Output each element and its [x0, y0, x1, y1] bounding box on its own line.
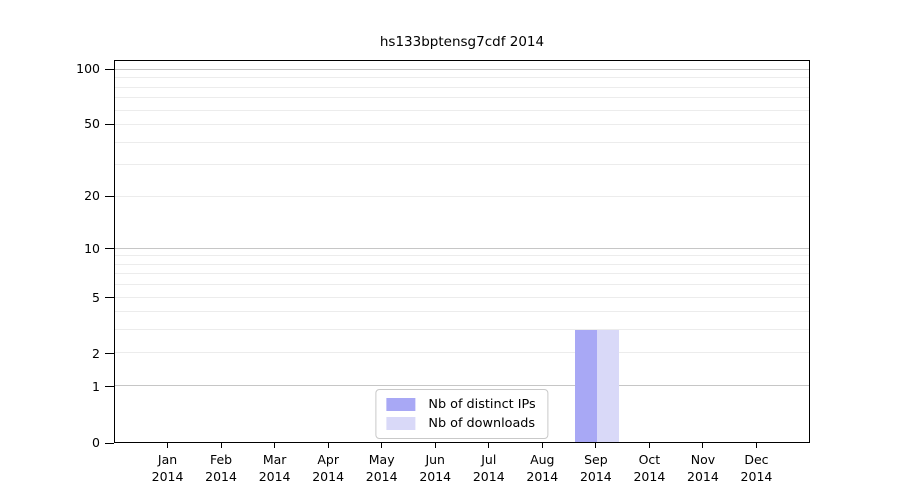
x-tick — [648, 443, 650, 448]
x-tick — [381, 443, 383, 448]
x-tick-label: Sep 2014 — [579, 452, 612, 484]
x-tick — [755, 443, 757, 448]
x-tick — [167, 443, 169, 448]
y-tick-label: 20 — [84, 188, 100, 204]
y-tick-label: 2 — [92, 345, 100, 361]
bar-downloads — [596, 330, 619, 442]
legend: Nb of distinct IPs Nb of downloads — [375, 389, 549, 439]
minor-gridline — [115, 77, 809, 79]
minor-gridline — [115, 352, 809, 354]
y-tick-label: 100 — [76, 61, 100, 77]
y-tick — [105, 353, 114, 355]
minor-gridline — [115, 273, 809, 275]
major-gridline — [115, 69, 809, 71]
x-tick-label: Dec 2014 — [740, 452, 773, 484]
x-tick-label: Oct 2014 — [633, 452, 666, 484]
minor-gridline — [115, 195, 809, 197]
minor-gridline — [115, 164, 809, 166]
minor-gridline — [115, 284, 809, 286]
legend-item: Nb of distinct IPs — [386, 395, 536, 414]
bar-distinct-ips — [574, 330, 597, 442]
y-tick — [105, 68, 114, 70]
minor-gridline — [115, 255, 809, 257]
y-tick — [105, 195, 114, 197]
x-tick — [434, 443, 436, 448]
minor-gridline — [115, 141, 809, 143]
x-tick-label: Apr 2014 — [312, 452, 345, 484]
x-tick — [488, 443, 490, 448]
y-tick — [105, 297, 114, 299]
y-tick — [105, 442, 114, 444]
plot-area: Nb of distinct IPs Nb of downloads — [114, 60, 810, 443]
x-tick-label: Jan 2014 — [151, 452, 184, 484]
x-tick — [327, 443, 329, 448]
y-tick-label: 50 — [84, 116, 100, 132]
y-tick-label: 5 — [92, 289, 100, 305]
x-tick-label: May 2014 — [365, 452, 398, 484]
minor-gridline — [115, 124, 809, 126]
y-tick — [105, 248, 114, 250]
y-tick — [105, 123, 114, 125]
y-tick-label: 10 — [84, 240, 100, 256]
legend-item-label: Nb of distinct IPs — [428, 397, 536, 412]
y-tick-label: 1 — [92, 378, 100, 394]
downloads-swatch — [386, 417, 416, 430]
x-tick-label: Nov 2014 — [687, 452, 719, 484]
minor-gridline — [115, 263, 809, 265]
x-tick — [274, 443, 276, 448]
x-tick — [595, 443, 597, 448]
x-tick-label: Jul 2014 — [472, 452, 505, 484]
minor-gridline — [115, 109, 809, 111]
x-tick — [220, 443, 222, 448]
legend-item: Nb of downloads — [386, 414, 535, 433]
minor-gridline — [115, 97, 809, 99]
x-tick-label: Mar 2014 — [258, 452, 291, 484]
legend-item-label: Nb of downloads — [428, 416, 536, 431]
minor-gridline — [115, 296, 809, 298]
minor-gridline — [115, 311, 809, 313]
x-tick-label: Feb 2014 — [205, 452, 237, 484]
major-gridline — [115, 385, 809, 387]
x-tick-label: Jun 2014 — [419, 452, 452, 484]
y-tick-label: 0 — [92, 435, 100, 450]
distinct-ips-swatch — [386, 398, 416, 411]
chart-title: hs133bptensg7cdf 2014 — [379, 34, 545, 50]
major-gridline — [115, 247, 809, 249]
y-tick — [105, 386, 114, 388]
x-tick — [541, 443, 543, 448]
x-tick — [702, 443, 704, 448]
minor-gridline — [115, 86, 809, 88]
x-tick-label: Aug 2014 — [526, 452, 559, 484]
minor-gridline — [115, 329, 809, 331]
